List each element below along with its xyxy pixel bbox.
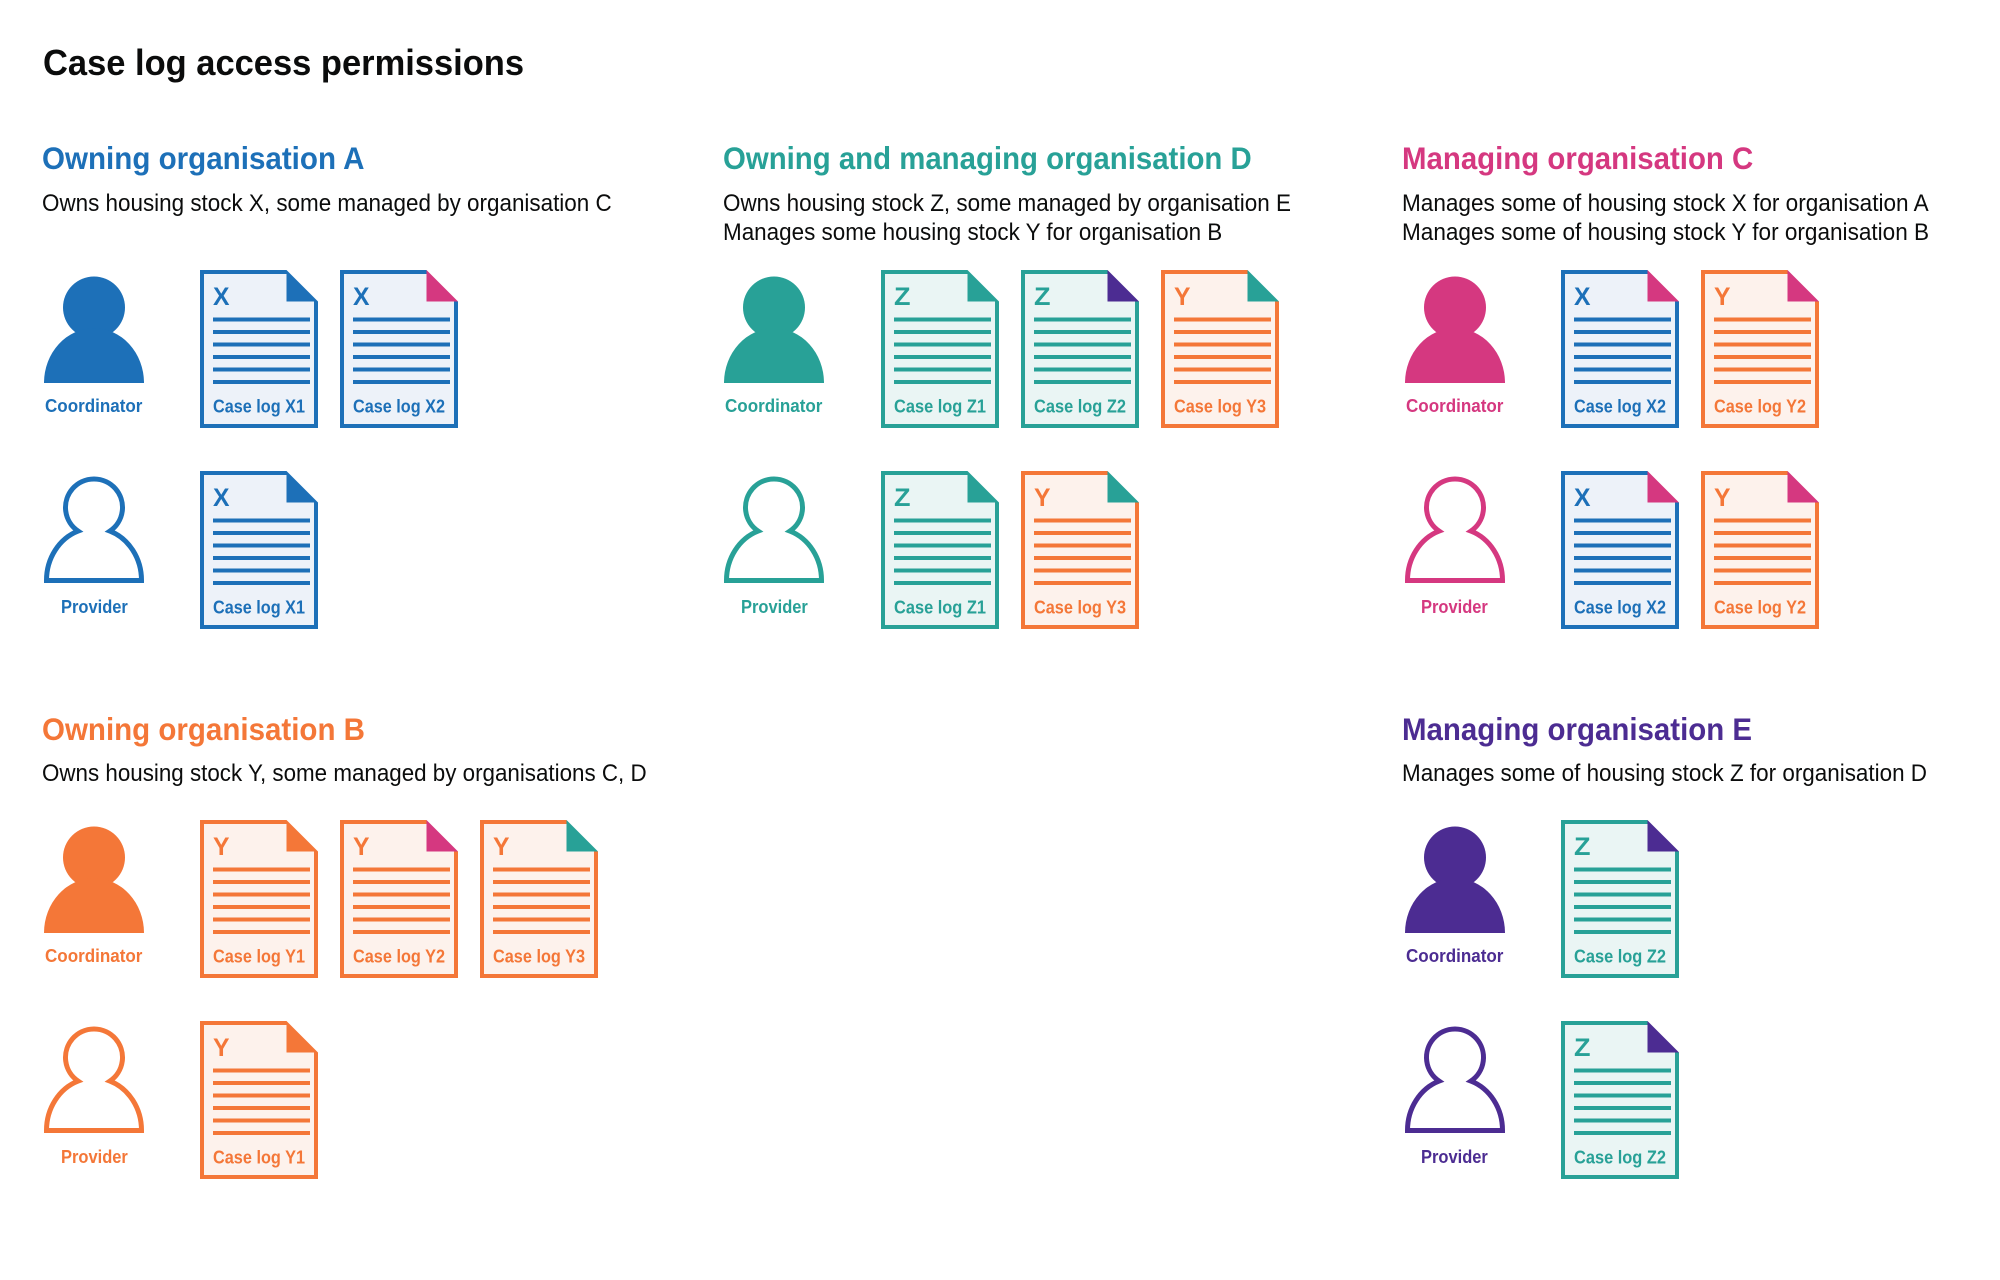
svg-text:Case log X2: Case log X2 bbox=[1574, 397, 1666, 417]
svg-text:Case log X2: Case log X2 bbox=[1574, 597, 1666, 617]
svg-text:X: X bbox=[353, 283, 370, 311]
svg-text:Z: Z bbox=[894, 484, 911, 512]
svg-text:Case log Y1: Case log Y1 bbox=[213, 947, 305, 967]
svg-text:Case log Y2: Case log Y2 bbox=[1714, 397, 1806, 417]
svg-text:Case log Y1: Case log Y1 bbox=[213, 1147, 305, 1167]
svg-text:Case log Z2: Case log Z2 bbox=[1574, 947, 1666, 967]
svg-text:Y: Y bbox=[353, 833, 370, 861]
svg-text:Z: Z bbox=[1034, 283, 1051, 311]
svg-text:Y: Y bbox=[213, 833, 230, 861]
svg-text:Case log X1: Case log X1 bbox=[213, 397, 305, 417]
svg-text:Y: Y bbox=[1174, 283, 1191, 311]
svg-text:Z: Z bbox=[894, 283, 911, 311]
svg-text:Case log X1: Case log X1 bbox=[213, 597, 305, 617]
svg-text:Case log Z1: Case log Z1 bbox=[894, 397, 986, 417]
svg-text:X: X bbox=[1574, 484, 1591, 512]
svg-text:Case log Y3: Case log Y3 bbox=[493, 947, 585, 967]
svg-text:Case log X2: Case log X2 bbox=[353, 397, 445, 417]
svg-text:Z: Z bbox=[1574, 833, 1591, 861]
svg-text:Y: Y bbox=[1714, 283, 1731, 311]
svg-text:Y: Y bbox=[1714, 484, 1731, 512]
svg-text:Case log Y2: Case log Y2 bbox=[1714, 597, 1806, 617]
svg-text:Case log Z2: Case log Z2 bbox=[1574, 1147, 1666, 1167]
svg-text:X: X bbox=[213, 484, 230, 512]
svg-text:Y: Y bbox=[1034, 484, 1051, 512]
svg-text:Case log Z2: Case log Z2 bbox=[1034, 397, 1126, 417]
svg-text:Z: Z bbox=[1574, 1034, 1591, 1062]
svg-text:Case log Y2: Case log Y2 bbox=[353, 947, 445, 967]
svg-text:Y: Y bbox=[493, 833, 510, 861]
svg-text:Case log Y3: Case log Y3 bbox=[1174, 397, 1266, 417]
svg-text:X: X bbox=[213, 283, 230, 311]
svg-text:Case log Y3: Case log Y3 bbox=[1034, 597, 1126, 617]
svg-text:Case log Z1: Case log Z1 bbox=[894, 597, 986, 617]
svg-text:Y: Y bbox=[213, 1034, 230, 1062]
svg-text:X: X bbox=[1574, 283, 1591, 311]
